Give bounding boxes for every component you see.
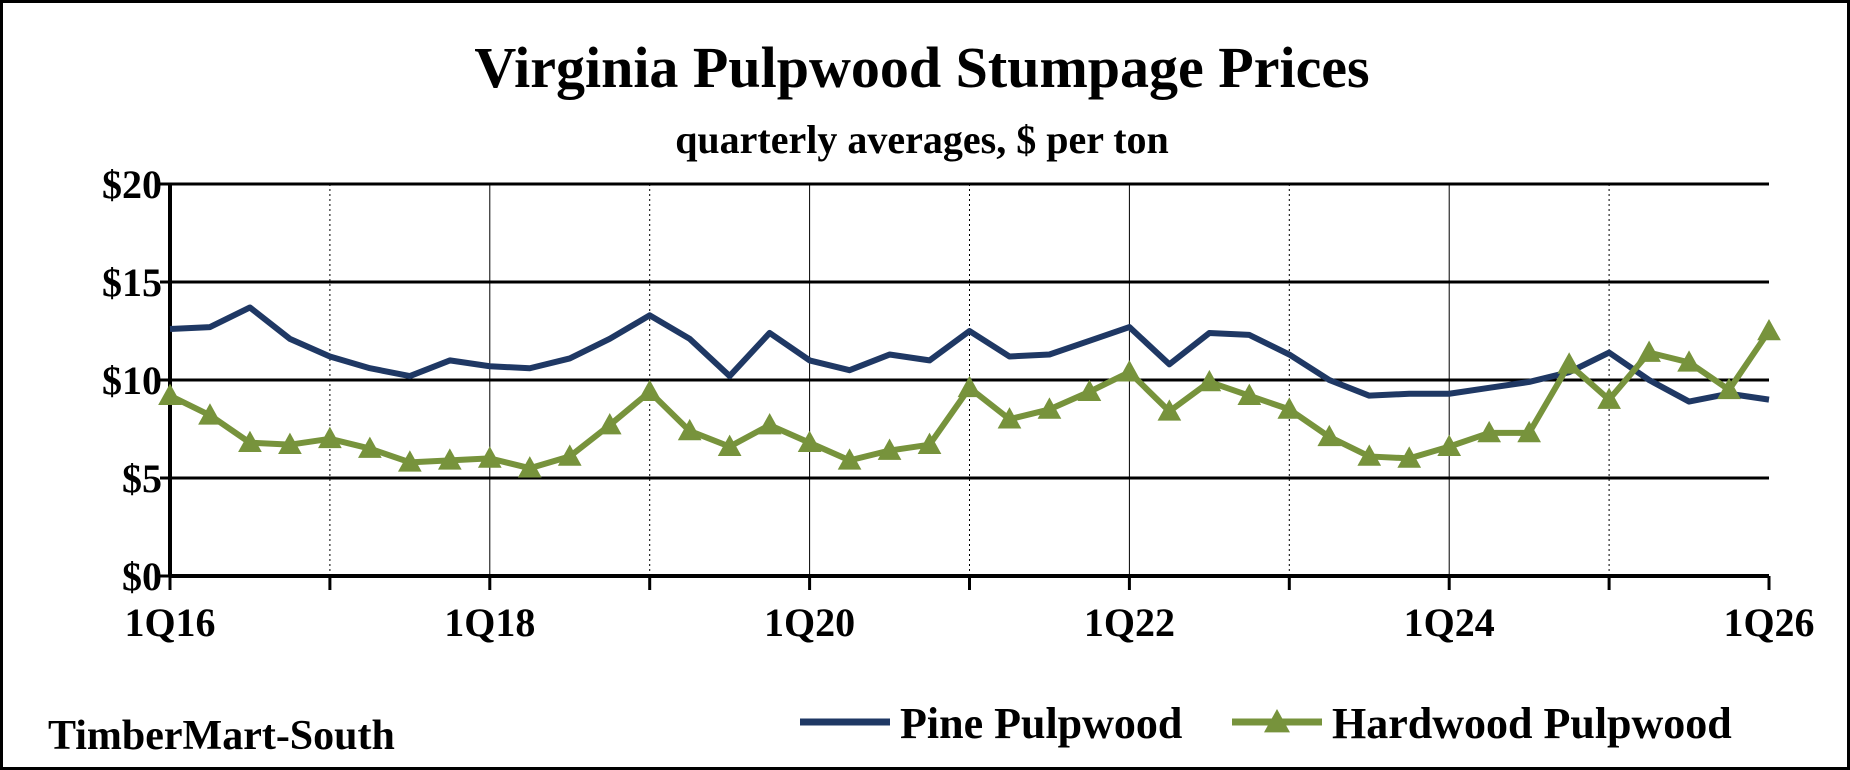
x-tick-label: 1Q24: [1404, 600, 1495, 645]
hardwood-pulpwood-marker: [917, 432, 942, 454]
hardwood-pulpwood-marker: [637, 379, 662, 402]
hardwood-pulpwood-marker: [677, 418, 702, 441]
hardwood-pulpwood-marker: [1157, 399, 1182, 421]
y-tick-label: $10: [102, 358, 162, 403]
y-tick-label: $20: [102, 162, 162, 207]
hardwood-pulpwood-marker: [1237, 383, 1262, 405]
x-tick-label: 1Q20: [764, 600, 855, 645]
legend-hardwood-pulpwood-label: Hardwood Pulpwood: [1332, 699, 1732, 748]
hardwood-pulpwood-marker: [1277, 397, 1302, 419]
hardwood-pulpwood-marker: [477, 446, 502, 468]
legend-hardwood-pulpwood-marker: [1264, 709, 1290, 733]
y-tick-label: $15: [102, 260, 162, 305]
hardwood-pulpwood-marker: [837, 448, 862, 470]
hardwood-pulpwood-marker: [877, 438, 902, 460]
hardwood-pulpwood-marker: [1197, 369, 1222, 392]
hardwood-pulpwood-marker: [238, 430, 262, 453]
pine-pulpwood-line: [169, 304, 1770, 405]
hardwood-pulpwood-marker: [997, 407, 1022, 429]
hardwood-pulpwood-marker: [1077, 379, 1102, 402]
hardwood-pulpwood-marker: [717, 434, 742, 456]
chart-subtitle: quarterly averages, $ per ton: [675, 117, 1169, 162]
hardwood-pulpwood-marker: [557, 444, 582, 466]
x-tick-label: 1Q22: [1084, 600, 1175, 645]
source-label: TimberMart-South: [48, 713, 395, 759]
hardwood-pulpwood-marker: [318, 426, 342, 449]
hardwood-pulpwood-marker: [1317, 424, 1342, 447]
hardwood-pulpwood-marker: [1437, 434, 1462, 456]
hardwood-pulpwood-marker: [158, 383, 182, 405]
hardwood-pulpwood-marker: [1597, 387, 1621, 409]
hardwood-pulpwood-marker: [757, 413, 782, 435]
legend-pine-pulpwood-label: Pine Pulpwood: [900, 699, 1182, 748]
x-tick-label: 1Q26: [1723, 600, 1814, 645]
hardwood-pulpwood-marker: [1637, 340, 1661, 362]
hardwood-pulpwood-marker: [1037, 397, 1062, 419]
y-tick-label: $5: [122, 456, 162, 501]
hardwood-pulpwood-marker: [358, 436, 382, 458]
hardwood-pulpwood-marker: [398, 450, 422, 472]
hardwood-pulpwood-marker: [957, 375, 982, 398]
hardwood-pulpwood-marker: [1357, 444, 1382, 466]
chart-title: Virginia Pulpwood Stumpage Prices: [474, 35, 1370, 100]
hardwood-pulpwood-marker: [1117, 360, 1142, 382]
hardwood-pulpwood-marker: [797, 430, 822, 453]
hardwood-pulpwood-marker: [437, 448, 462, 470]
hardwood-pulpwood-marker: [1757, 318, 1781, 341]
hardwood-pulpwood-marker: [1677, 350, 1701, 372]
hardwood-pulpwood-marker: [1517, 420, 1541, 443]
hardwood-pulpwood-marker: [1397, 446, 1422, 468]
hardwood-pulpwood-marker: [597, 413, 622, 435]
hardwood-pulpwood-marker: [1717, 377, 1741, 400]
hardwood-pulpwood-marker: [1477, 420, 1502, 443]
hardwood-pulpwood-marker: [1557, 352, 1581, 374]
y-tick-label: $0: [122, 554, 162, 599]
hardwood-pulpwood-marker: [517, 456, 542, 478]
x-tick-label: 1Q16: [124, 600, 215, 645]
x-tick-label: 1Q18: [444, 600, 535, 645]
hardwood-pulpwood-marker: [198, 403, 222, 425]
hardwood-pulpwood-marker: [278, 432, 302, 454]
